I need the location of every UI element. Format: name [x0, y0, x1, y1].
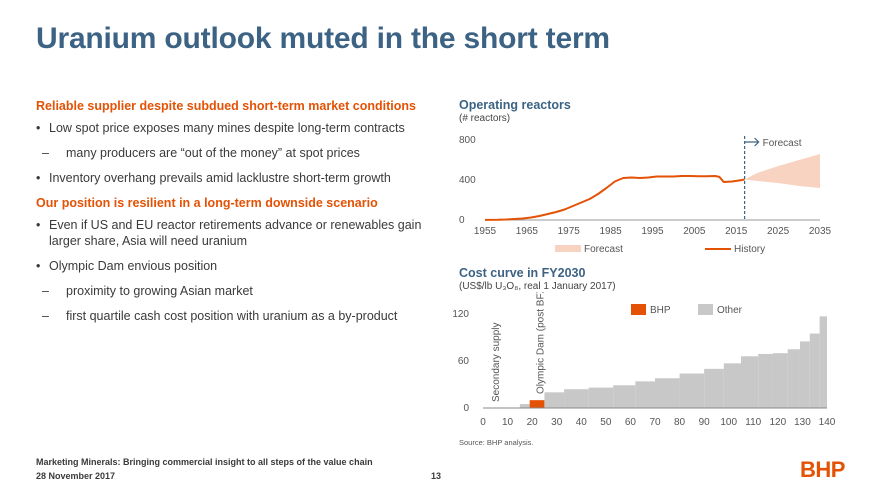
legend-forecast-label: Forecast: [584, 244, 623, 255]
footer-title: Marketing Minerals: Bringing commercial …: [36, 457, 373, 467]
x-tick-label: 70: [649, 417, 661, 428]
legend-other-swatch: [698, 304, 713, 315]
x-tick-label: 110: [745, 417, 761, 428]
other-cost-bar: [799, 341, 810, 408]
sub-bullet-asian-market: proximity to growing Asian market: [36, 283, 436, 299]
x-tick-label: 130: [794, 417, 811, 428]
secondary-supply-annotation: Secondary supply: [491, 323, 502, 403]
other-cost-bar: [772, 353, 788, 408]
other-cost-bar: [723, 363, 741, 408]
bullet-spot-price: Low spot price exposes many mines despit…: [36, 120, 436, 136]
x-tick-label: 1975: [558, 226, 581, 237]
x-tick-label: 0: [480, 417, 486, 428]
olympic-dam-annotation: Olympic Dam (post BFX): [536, 292, 547, 394]
forecast-annotation: Forecast: [763, 138, 802, 149]
other-cost-bar: [704, 368, 724, 408]
x-tick-label: 50: [600, 417, 612, 428]
other-cost-bar: [613, 385, 636, 408]
x-tick-label: 1995: [641, 226, 664, 237]
x-tick-label: 120: [770, 417, 787, 428]
x-tick-label: 1955: [474, 226, 497, 237]
other-cost-bar: [655, 378, 680, 408]
other-cost-bar: [588, 387, 614, 408]
y-tick-label: 120: [452, 309, 469, 320]
cost-curve-title: Cost curve in FY2030: [459, 266, 586, 280]
x-tick-label: 1965: [516, 226, 539, 237]
other-cost-bar: [544, 392, 565, 408]
y-tick-label: 800: [459, 135, 476, 146]
page-number: 13: [431, 471, 442, 481]
left-text-panel: Reliable supplier despite subdued short-…: [36, 98, 436, 333]
footer-date: 28 November 2017: [36, 471, 116, 481]
y-tick-label: 60: [458, 356, 470, 367]
bullet-olympic-dam: Olympic Dam envious position: [36, 258, 436, 274]
other-cost-bar: [564, 389, 589, 408]
x-tick-label: 2005: [683, 226, 706, 237]
legend-forecast-swatch: [555, 245, 581, 252]
sub-bullet-cash-cost: first quartile cash cost position with u…: [36, 308, 436, 324]
other-cost-bar: [679, 373, 705, 408]
x-tick-label: 20: [527, 417, 539, 428]
other-cost-bar: [635, 381, 655, 408]
other-cost-bar: [819, 316, 827, 408]
x-tick-label: 30: [551, 417, 563, 428]
x-tick-label: 1985: [600, 226, 623, 237]
x-tick-label: 140: [819, 417, 836, 428]
section-heading-supplier: Reliable supplier despite subdued short-…: [36, 99, 416, 113]
other-cost-bar: [741, 356, 759, 408]
other-cost-bar: [787, 349, 800, 408]
bhp-logo: BHP: [800, 457, 845, 482]
reactors-chart-unit: (# reactors): [459, 113, 511, 124]
reactors-chart: 0 400 800 1955 1965 1975 1985 1995 2005 2015 2025 2…: [459, 135, 832, 255]
section-heading-position: Our position is resilient in a long-term…: [36, 196, 378, 210]
y-tick-label: 0: [463, 403, 469, 414]
slide-title: Uranium outlook muted in the short term: [36, 22, 610, 55]
x-tick-label: 40: [576, 417, 588, 428]
cost-curve-unit: (US$/lb U₃O₈, real 1 January 2017): [459, 281, 616, 292]
cost-curve-chart: 0 60 120 0 10 20 30 40 50 60 70 80 90 100 110 120 130 140…: [452, 292, 836, 428]
other-cost-bar: [809, 333, 820, 408]
x-tick-label: 90: [699, 417, 711, 428]
sub-bullet-out-of-money: many producers are “out of the money” at…: [36, 145, 436, 161]
bullet-inventory: Inventory overhang prevails amid lacklus…: [36, 170, 436, 186]
legend-bhp-label: BHP: [650, 305, 671, 316]
x-tick-label: 60: [625, 417, 637, 428]
x-tick-label: 100: [720, 417, 737, 428]
bullet-retirements: Even if US and EU reactor retirements ad…: [36, 217, 436, 249]
x-tick-label: 80: [674, 417, 686, 428]
other-cost-bar: [758, 353, 773, 408]
forecast-band: [744, 154, 820, 188]
x-tick-label: 10: [502, 417, 514, 428]
x-tick-label: 2025: [767, 226, 790, 237]
y-tick-label: 400: [459, 175, 476, 186]
other-cost-bar: [519, 404, 530, 408]
forecast-arrow: [744, 137, 760, 147]
x-tick-label: 2035: [809, 226, 832, 237]
y-tick-label: 0: [459, 215, 465, 226]
bhp-cost-bar: [529, 400, 545, 408]
legend-other-label: Other: [717, 305, 743, 316]
legend-bhp-swatch: [631, 304, 646, 315]
source-note: Source: BHP analysis.: [459, 438, 534, 447]
x-tick-label: 2015: [725, 226, 748, 237]
history-line: [484, 175, 745, 221]
reactors-chart-title: Operating reactors: [459, 98, 571, 112]
legend-history-label: History: [734, 244, 765, 255]
